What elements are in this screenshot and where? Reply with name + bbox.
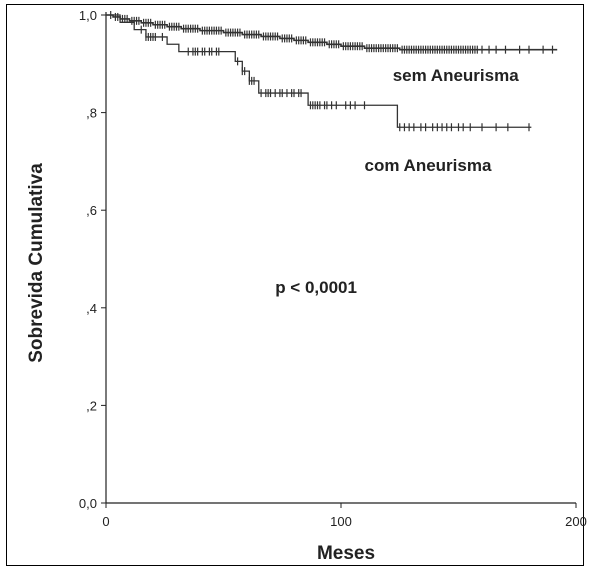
y-axis-title: Sobrevida Cumulativa (26, 163, 47, 363)
x-tick-label-2: 200 (565, 514, 587, 529)
series-0 (106, 11, 558, 54)
x-tick-label-0: 0 (102, 514, 109, 529)
annotation-2: com Aneurisma (365, 156, 492, 175)
series-layer (106, 11, 558, 132)
y-tick-label-2: ,4 (86, 301, 97, 316)
series-1 (106, 14, 532, 132)
y-tick-label-4: ,8 (86, 106, 97, 121)
y-tick-label-1: ,2 (86, 398, 97, 413)
annotations: p < 0,0001 sem Aneurisma com Aneurisma (275, 66, 519, 297)
y-tick-label-3: ,6 (86, 203, 97, 218)
figure-frame (6, 4, 584, 566)
ticks: 0,0 ,2 ,4 ,6 ,8 1,0 0 100 200 (79, 8, 587, 529)
x-axis-title: Meses (317, 543, 375, 564)
annotation-1: sem Aneurisma (393, 66, 520, 85)
axes (105, 12, 576, 504)
annotation-0: p < 0,0001 (275, 278, 357, 297)
series-line-1 (106, 14, 532, 128)
y-tick-label-0: 0,0 (79, 496, 97, 511)
x-tick-label-1: 100 (330, 514, 352, 529)
y-tick-label-5: 1,0 (79, 8, 97, 23)
